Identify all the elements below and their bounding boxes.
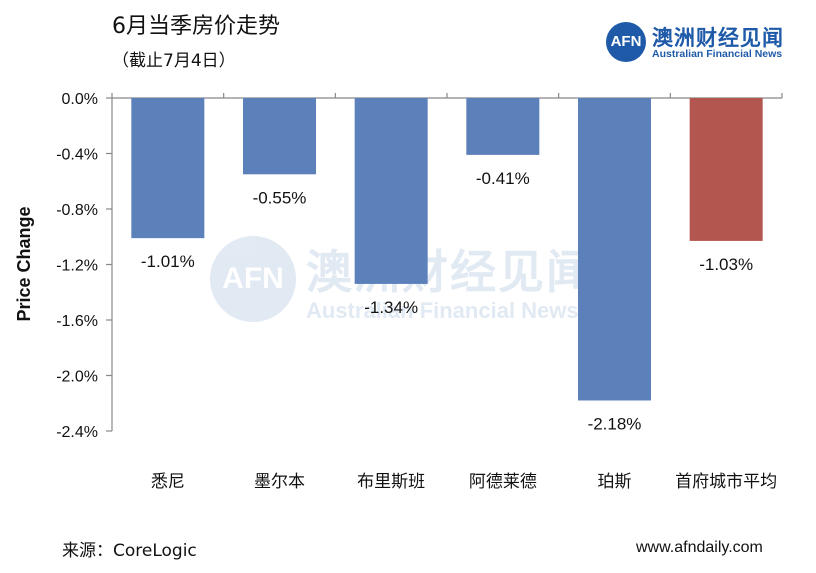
data-label: -0.55% <box>253 188 307 207</box>
data-label: -2.18% <box>588 414 642 433</box>
y-tick-label: -2.0% <box>56 369 98 386</box>
data-labels: -1.01% 悉尼 -0.55% 墨尔本 -1.34% 布里斯班 -0.41% 阿德莱德 -2.… <box>141 169 777 492</box>
bar <box>578 98 651 401</box>
category-label: 珀斯 <box>598 472 632 492</box>
y-tick-label: -1.2% <box>56 258 98 275</box>
data-label: -1.03% <box>699 255 753 274</box>
category-label: 首府城市平均 <box>675 472 777 492</box>
y-tick-label: -1.6% <box>56 313 98 330</box>
y-tick-label: -0.8% <box>56 202 98 219</box>
chart-title: 6月当季房价走势 <box>112 14 280 39</box>
bar <box>243 98 316 175</box>
bars <box>131 98 763 401</box>
y-axis-label: Price Change <box>14 206 34 321</box>
brand-logo: AFN 澳洲财经见闻 Australian Financial News <box>606 22 806 62</box>
bar <box>689 98 763 241</box>
source-note: 来源：CoreLogic <box>62 541 197 561</box>
afn-logo-icon: AFN <box>606 22 646 62</box>
website-link[interactable]: www.afndaily.com <box>636 539 763 556</box>
category-label: 悉尼 <box>151 472 185 492</box>
data-label: -1.34% <box>364 298 418 317</box>
category-label: 布里斯班 <box>357 472 425 492</box>
category-label: 墨尔本 <box>254 472 305 492</box>
y-tick-label: -0.4% <box>56 147 98 164</box>
brand-name-cn: 澳洲财经见闻 <box>652 26 784 50</box>
data-label: -1.01% <box>141 252 195 271</box>
y-tick-label: -2.4% <box>56 424 98 441</box>
bar <box>354 98 428 284</box>
category-label: 阿德莱德 <box>469 472 537 492</box>
bar <box>466 98 540 155</box>
data-label: -0.41% <box>476 169 530 188</box>
bar <box>131 98 205 239</box>
axes: 0.0% -0.4% -0.8% -1.2% -1.6% -2.0% -2.4% <box>56 91 783 441</box>
brand-name-en: Australian Financial News <box>652 48 783 60</box>
y-tick-label: 0.0% <box>62 91 98 108</box>
chart-subtitle: （截止7月4日） <box>112 51 236 71</box>
